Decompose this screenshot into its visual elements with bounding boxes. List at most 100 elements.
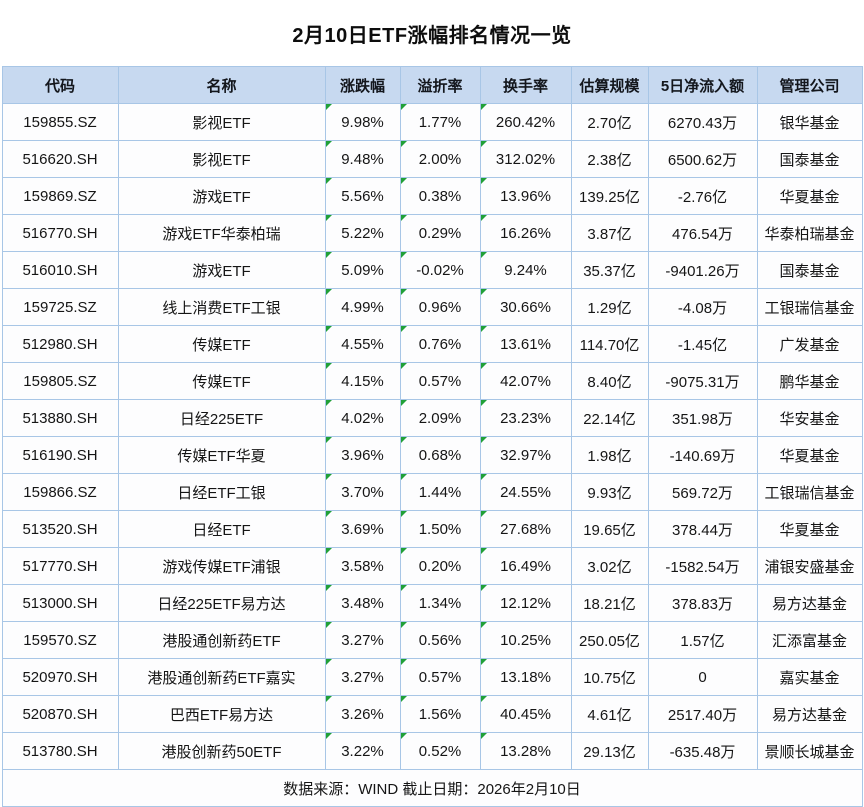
cell-change-pct: 5.22% [324, 214, 401, 252]
cell-turnover-rate: 24.55% [479, 473, 572, 511]
cell-code: 159805.SZ [1, 362, 119, 400]
text-format-flag-icon [481, 622, 487, 628]
cell-est-scale: 35.37亿 [570, 251, 649, 289]
cell-fund-company: 浦银安盛基金 [756, 547, 863, 585]
col-header-name: 名称 [117, 66, 326, 104]
cell-change-pct: 3.69% [324, 510, 401, 548]
text-format-flag-icon [481, 733, 487, 739]
cell-premium-rate: 0.76% [399, 325, 481, 363]
table-row: 159725.SZ 线上消费ETF工银 4.99% 0.96% 30.66% 1.29亿 -… [1, 288, 863, 326]
text-format-flag-icon [401, 141, 407, 147]
col-header-code: 代码 [1, 66, 119, 104]
cell-net-inflow-5d: -635.48万 [647, 732, 758, 770]
text-format-flag-icon [326, 104, 332, 110]
text-format-flag-icon [401, 289, 407, 295]
cell-est-scale: 9.93亿 [570, 473, 649, 511]
cell-turnover-rate: 260.42% [479, 103, 572, 141]
text-format-flag-icon [481, 215, 487, 221]
cell-est-scale: 4.61亿 [570, 695, 649, 733]
text-format-flag-icon [481, 548, 487, 554]
table-row: 516190.SH 传媒ETF华夏 3.96% 0.68% 32.97% 1.98亿 -14… [1, 436, 863, 474]
cell-code: 516620.SH [1, 140, 119, 178]
text-format-flag-icon [481, 474, 487, 480]
cell-est-scale: 10.75亿 [570, 658, 649, 696]
text-format-flag-icon [326, 289, 332, 295]
cell-name: 港股通创新药ETF [117, 621, 326, 659]
cell-net-inflow-5d: 1.57亿 [647, 621, 758, 659]
cell-code: 520970.SH [1, 658, 119, 696]
cell-net-inflow-5d: -9401.26万 [647, 251, 758, 289]
col-header-change-pct: 涨跌幅 [324, 66, 401, 104]
text-format-flag-icon [326, 659, 332, 665]
cell-net-inflow-5d: -1.45亿 [647, 325, 758, 363]
cell-change-pct: 3.22% [324, 732, 401, 770]
text-format-flag-icon [401, 363, 407, 369]
cell-turnover-rate: 9.24% [479, 251, 572, 289]
cell-change-pct: 3.27% [324, 621, 401, 659]
cell-turnover-rate: 42.07% [479, 362, 572, 400]
text-format-flag-icon [481, 252, 487, 258]
cell-turnover-rate: 12.12% [479, 584, 572, 622]
text-format-flag-icon [481, 104, 487, 110]
cell-fund-company: 华夏基金 [756, 510, 863, 548]
cell-change-pct: 5.09% [324, 251, 401, 289]
cell-name: 传媒ETF [117, 362, 326, 400]
text-format-flag-icon [401, 585, 407, 591]
table-row: 520870.SH 巴西ETF易方达 3.26% 1.56% 40.45% 4.61亿 25… [1, 695, 863, 733]
text-format-flag-icon [481, 363, 487, 369]
text-format-flag-icon [401, 548, 407, 554]
cell-est-scale: 29.13亿 [570, 732, 649, 770]
text-format-flag-icon [481, 326, 487, 332]
cell-change-pct: 4.99% [324, 288, 401, 326]
cell-turnover-rate: 10.25% [479, 621, 572, 659]
cell-turnover-rate: 13.28% [479, 732, 572, 770]
cell-premium-rate: 2.09% [399, 399, 481, 437]
cell-fund-company: 华泰柏瑞基金 [756, 214, 863, 252]
cell-change-pct: 3.58% [324, 547, 401, 585]
text-format-flag-icon [326, 363, 332, 369]
cell-code: 513780.SH [1, 732, 119, 770]
text-format-flag-icon [401, 659, 407, 665]
header-row: 代码 名称 涨跌幅 溢折率 换手率 估算规模 5日净流入额 管理公司 [1, 66, 863, 104]
cell-fund-company: 工银瑞信基金 [756, 288, 863, 326]
cell-code: 516190.SH [1, 436, 119, 474]
cell-premium-rate: -0.02% [399, 251, 481, 289]
text-format-flag-icon [326, 326, 332, 332]
cell-code: 513520.SH [1, 510, 119, 548]
table-row: 516620.SH 影视ETF 9.48% 2.00% 312.02% 2.38亿 6500… [1, 140, 863, 178]
cell-name: 港股通创新药ETF嘉实 [117, 658, 326, 696]
cell-net-inflow-5d: 2517.40万 [647, 695, 758, 733]
cell-est-scale: 2.70亿 [570, 103, 649, 141]
text-format-flag-icon [326, 178, 332, 184]
cell-name: 传媒ETF [117, 325, 326, 363]
cell-fund-company: 华夏基金 [756, 436, 863, 474]
cell-turnover-rate: 16.26% [479, 214, 572, 252]
cell-change-pct: 9.48% [324, 140, 401, 178]
table-row: 159805.SZ 传媒ETF 4.15% 0.57% 42.07% 8.40亿 -9075… [1, 362, 863, 400]
cell-fund-company: 银华基金 [756, 103, 863, 141]
text-format-flag-icon [401, 215, 407, 221]
cell-est-scale: 139.25亿 [570, 177, 649, 215]
cell-fund-company: 鹏华基金 [756, 362, 863, 400]
cell-change-pct: 4.55% [324, 325, 401, 363]
cell-premium-rate: 0.68% [399, 436, 481, 474]
text-format-flag-icon [481, 400, 487, 406]
cell-net-inflow-5d: 351.98万 [647, 399, 758, 437]
cell-premium-rate: 0.96% [399, 288, 481, 326]
cell-premium-rate: 1.77% [399, 103, 481, 141]
text-format-flag-icon [326, 622, 332, 628]
table-row: 159855.SZ 影视ETF 9.98% 1.77% 260.42% 2.70亿 6270… [1, 103, 863, 141]
cell-change-pct: 9.98% [324, 103, 401, 141]
cell-fund-company: 景顺长城基金 [756, 732, 863, 770]
cell-turnover-rate: 27.68% [479, 510, 572, 548]
cell-code: 159855.SZ [1, 103, 119, 141]
cell-fund-company: 工银瑞信基金 [756, 473, 863, 511]
text-format-flag-icon [401, 252, 407, 258]
text-format-flag-icon [326, 400, 332, 406]
text-format-flag-icon [326, 696, 332, 702]
cell-net-inflow-5d: -9075.31万 [647, 362, 758, 400]
table-row: 513000.SH 日经225ETF易方达 3.48% 1.34% 12.12% 18.2… [1, 584, 863, 622]
cell-premium-rate: 0.52% [399, 732, 481, 770]
cell-premium-rate: 0.20% [399, 547, 481, 585]
